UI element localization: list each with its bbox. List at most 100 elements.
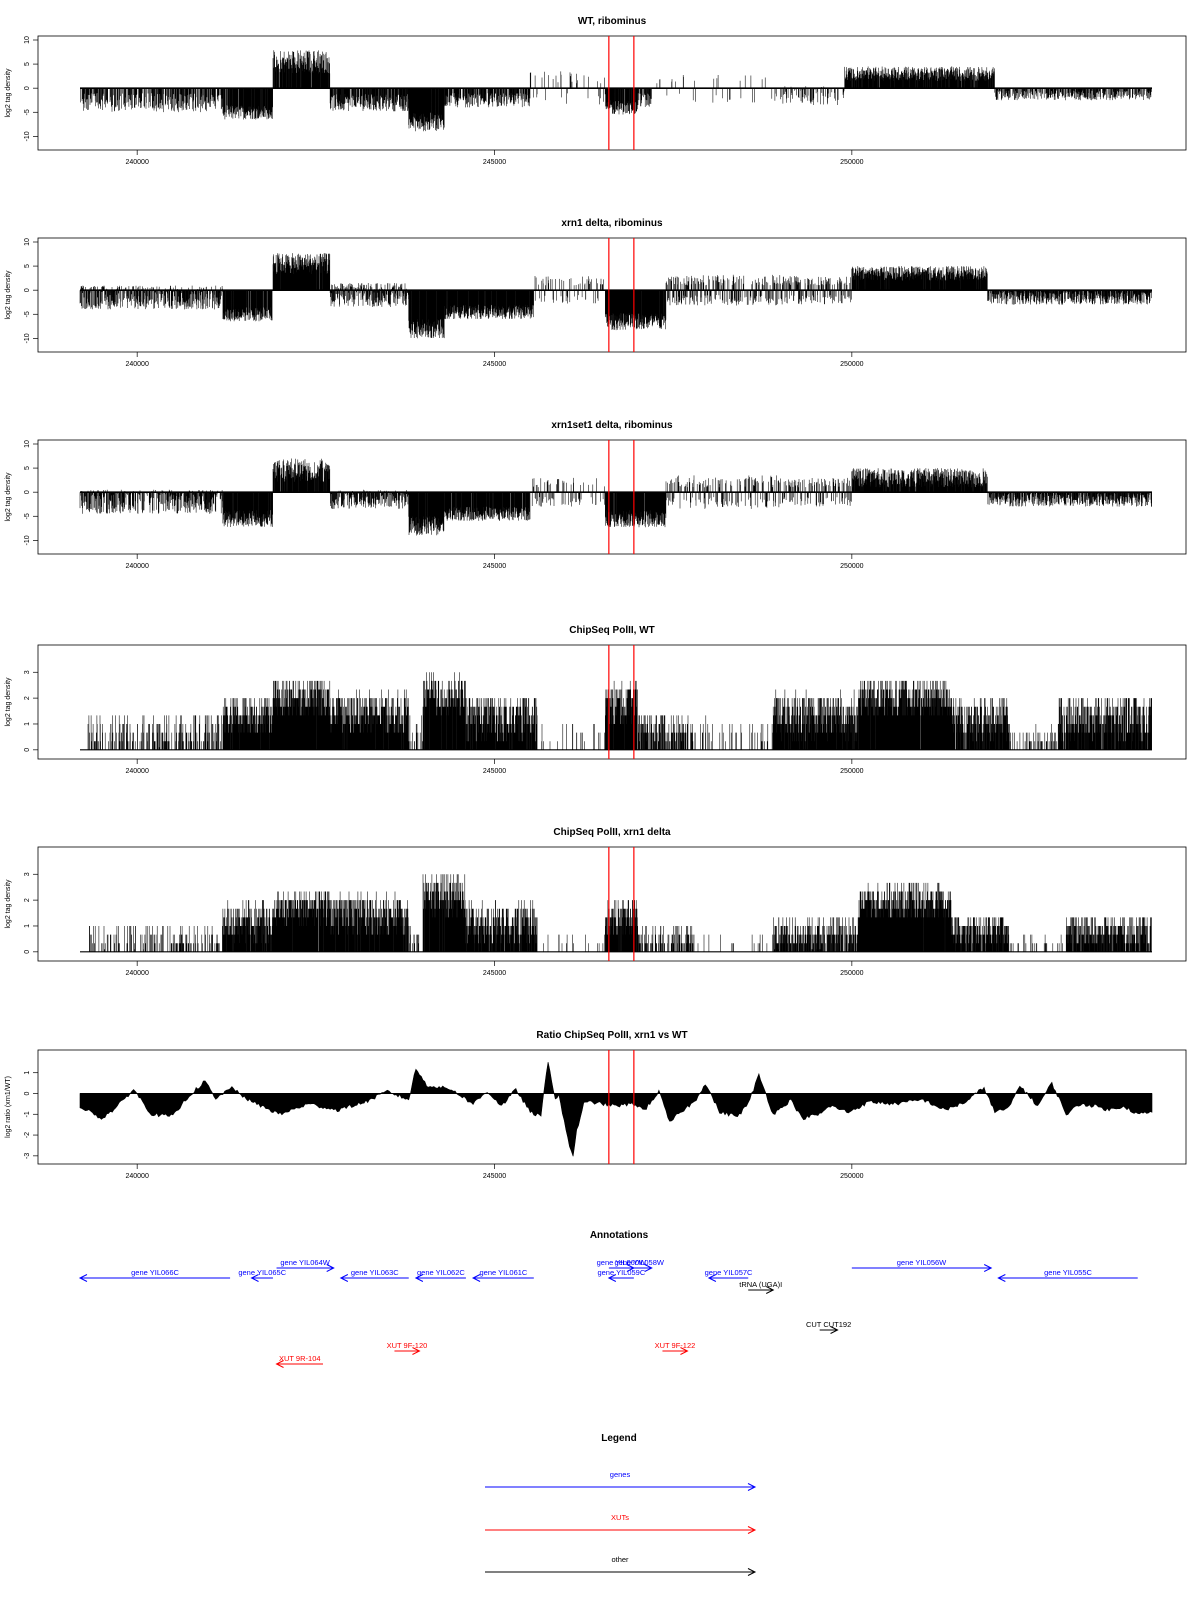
feature-gene: gene YIL056W bbox=[851, 1258, 993, 1272]
arrow-head bbox=[766, 1286, 775, 1294]
feature-label: gene YIL061C bbox=[480, 1268, 528, 1277]
panel-title: Ratio ChipSeq PolII, xrn1 vs WT bbox=[536, 1030, 687, 1041]
panel-title: xrn1 delta, ribominus bbox=[561, 218, 663, 229]
legend-title: Legend bbox=[601, 1433, 637, 1444]
y-tick-label: 0 bbox=[24, 288, 31, 292]
legend-label: XUTs bbox=[611, 1513, 629, 1522]
x-tick-label: 245000 bbox=[483, 361, 506, 368]
annotations-title: Annotations bbox=[590, 1230, 649, 1241]
legend-label: other bbox=[611, 1555, 629, 1564]
legend-label: genes bbox=[610, 1470, 631, 1479]
track-panel: WT, ribominus 10 5 0 -5 -10 log2 tag density 24… bbox=[5, 16, 1187, 166]
feature-other: tRNA (UGA)I bbox=[739, 1280, 782, 1294]
x-tick-label: 250000 bbox=[840, 361, 863, 368]
feature-other: CUT CUT192 bbox=[806, 1320, 851, 1334]
y-tick-label: -1 bbox=[24, 1111, 31, 1117]
y-tick-label: 5 bbox=[24, 264, 31, 268]
feature-label: XUT 9F-120 bbox=[387, 1341, 428, 1350]
arrow-head bbox=[339, 1274, 349, 1282]
feature-gene: gene YIL062C bbox=[414, 1268, 466, 1282]
x-tick-label: 245000 bbox=[483, 768, 506, 775]
feature-label: gene YIL060W bbox=[597, 1258, 647, 1267]
arrow-head bbox=[250, 1274, 259, 1282]
track-panel: xrn1 delta, ribominus 10 5 0 -5 -10 log2 tag d… bbox=[5, 218, 1187, 368]
arrow-head bbox=[707, 1274, 717, 1282]
x-tick-label: 240000 bbox=[125, 970, 148, 977]
feature-xut: XUT 9R-104 bbox=[275, 1354, 323, 1368]
feature-gene: gene YIL059C bbox=[597, 1268, 646, 1282]
x-tick-label: 250000 bbox=[840, 768, 863, 775]
track-panel: ChipSeq PolII, xrn1 delta 3 2 1 0 log2 tag de… bbox=[5, 827, 1187, 977]
tag-density-bars bbox=[79, 458, 1152, 536]
feature-gene: gene YIL066C bbox=[78, 1268, 231, 1282]
arrow-head bbox=[997, 1274, 1006, 1282]
y-axis-label: log2 ratio (xrn1/WT) bbox=[5, 1076, 12, 1138]
feature-label: gene YIL065C bbox=[238, 1268, 286, 1277]
feature-xut: XUT 9F-122 bbox=[655, 1341, 696, 1355]
y-axis-label: log2 tag density bbox=[5, 879, 12, 929]
y-tick-label: -2 bbox=[24, 1132, 31, 1138]
feature-label: gene YIL056W bbox=[897, 1258, 947, 1267]
x-tick-label: 250000 bbox=[840, 159, 863, 166]
y-tick-label: 0 bbox=[24, 490, 31, 494]
data-series bbox=[79, 238, 1152, 352]
y-tick-label: 2 bbox=[24, 696, 31, 700]
feature-label: gene YIL058W bbox=[614, 1258, 664, 1267]
y-axis: 3 2 1 0 bbox=[24, 872, 38, 954]
arrow-head bbox=[983, 1264, 993, 1272]
data-series bbox=[80, 847, 1152, 961]
plot-frame bbox=[37, 1049, 1187, 1165]
y-tick-label: -10 bbox=[24, 131, 31, 141]
track-panel: ChipSeq PolII, WT 3 2 1 0 log2 tag density 240… bbox=[5, 625, 1187, 775]
x-tick-label: 240000 bbox=[125, 1173, 148, 1180]
y-tick-label: 10 bbox=[24, 440, 31, 448]
y-tick-label: 1 bbox=[24, 722, 31, 726]
y-axis-label: log2 tag density bbox=[5, 270, 12, 320]
y-tick-label: 0 bbox=[24, 86, 31, 90]
y-axis: 10 5 0 -5 -10 bbox=[24, 238, 38, 343]
y-axis-label: log2 tag density bbox=[5, 68, 12, 118]
arrow-head bbox=[414, 1274, 424, 1282]
feature-gene: gene YIL061C bbox=[471, 1268, 534, 1282]
feature-label: gene YIL057C bbox=[705, 1268, 753, 1277]
x-tick-label: 245000 bbox=[483, 970, 506, 977]
arrow-head bbox=[747, 1526, 757, 1534]
track-panel: xrn1set1 delta, ribominus 10 5 0 -5 -10 log2 t… bbox=[5, 420, 1187, 570]
y-tick-label: 10 bbox=[24, 36, 31, 44]
y-tick-label: 3 bbox=[24, 872, 31, 876]
feature-gene: gene YIL055C bbox=[997, 1268, 1138, 1282]
arrow-head bbox=[412, 1347, 421, 1355]
plot-frame bbox=[37, 644, 1187, 760]
feature-label: tRNA (UGA)I bbox=[739, 1280, 782, 1289]
data-series bbox=[79, 440, 1152, 554]
feature-label: XUT 9F-122 bbox=[655, 1341, 696, 1350]
x-tick-label: 245000 bbox=[483, 563, 506, 570]
y-axis: 1 0 -1 -2 -3 bbox=[24, 1071, 38, 1159]
legend: Legend genes XUTs other bbox=[485, 1433, 757, 1576]
x-tick-label: 240000 bbox=[125, 768, 148, 775]
y-axis: 10 5 0 -5 -10 bbox=[24, 440, 38, 545]
feature-label: gene YIL059C bbox=[597, 1268, 645, 1277]
feature-label: gene YIL066C bbox=[131, 1268, 179, 1277]
y-tick-label: 1 bbox=[24, 924, 31, 928]
feature-xut: XUT 9F-120 bbox=[387, 1341, 428, 1355]
y-tick-label: -5 bbox=[24, 513, 31, 519]
x-tick-label: 250000 bbox=[840, 970, 863, 977]
panel-title: WT, ribominus bbox=[578, 16, 647, 27]
panel-title: ChipSeq PolII, WT bbox=[569, 625, 655, 636]
tag-density-bars bbox=[87, 672, 1152, 750]
feature-label: gene YIL064W bbox=[280, 1258, 330, 1267]
arrow-head bbox=[326, 1264, 335, 1272]
y-tick-label: 0 bbox=[24, 1091, 31, 1095]
x-axis: 240000 245000 250000 bbox=[125, 352, 864, 368]
data-series bbox=[79, 1050, 1153, 1164]
feature-label: XUT 9R-104 bbox=[279, 1354, 321, 1363]
feature-gene: gene YIL063C bbox=[339, 1268, 409, 1282]
arrow-head bbox=[747, 1568, 757, 1576]
x-axis: 240000 245000 250000 bbox=[125, 150, 864, 166]
y-axis-label: log2 tag density bbox=[5, 677, 12, 727]
x-tick-label: 250000 bbox=[840, 563, 863, 570]
x-tick-label: 245000 bbox=[483, 1173, 506, 1180]
